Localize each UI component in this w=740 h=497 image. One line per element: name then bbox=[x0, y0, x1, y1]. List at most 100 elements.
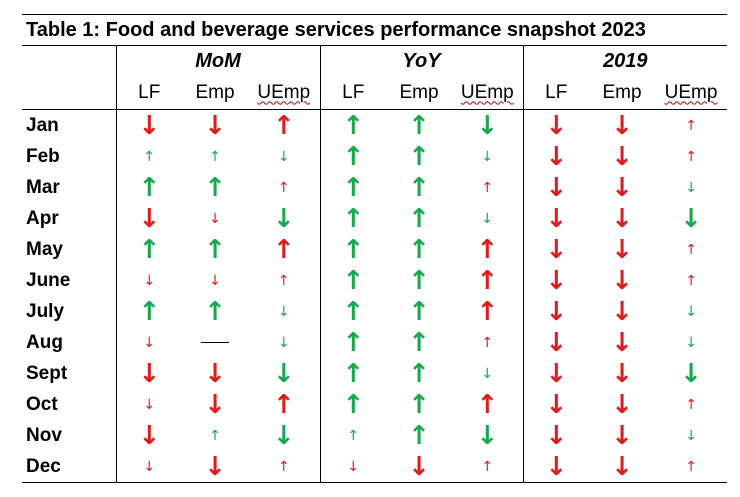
arrow-up-icon: ↑ bbox=[408, 389, 430, 420]
arrow-down-icon: ↓ bbox=[685, 303, 697, 320]
indicator-cell-lf: ↓ bbox=[522, 234, 589, 265]
indicator-cell-lf: ↓ bbox=[115, 451, 182, 483]
indicator-cell-uemp: ↓ bbox=[452, 141, 523, 172]
indicator-cell-emp: ↓ bbox=[589, 141, 655, 172]
indicator-cell-lf: ↓ bbox=[522, 420, 589, 451]
arrow-up-icon: ↑ bbox=[476, 234, 499, 265]
indicator-cell-lf: ↓ bbox=[115, 358, 182, 389]
indicator-cell-uemp: ↓ bbox=[452, 358, 523, 389]
arrow-down-icon: ↓ bbox=[611, 172, 633, 203]
arrow-up-icon: ↑ bbox=[272, 234, 295, 265]
indicator-cell-lf: ↑ bbox=[115, 141, 182, 172]
arrow-down-icon: ↓ bbox=[611, 234, 633, 265]
arrow-up-icon: ↑ bbox=[277, 458, 290, 475]
arrow-up-icon: ↑ bbox=[481, 179, 494, 196]
month-label: Nov bbox=[26, 424, 62, 446]
arrow-up-icon: ↑ bbox=[342, 234, 365, 265]
indicator-cell-lf: ↓ bbox=[522, 358, 589, 389]
arrow-down-icon: ↓ bbox=[680, 358, 702, 389]
indicator-cell-emp: ↑ bbox=[386, 358, 452, 389]
indicator-cell-uemp: ↑ bbox=[655, 110, 727, 142]
indicator-cell-emp: ↑ bbox=[386, 141, 452, 172]
arrow-up-icon: ↑ bbox=[204, 172, 226, 203]
indicator-cell-emp: ↓ bbox=[589, 296, 655, 327]
arrow-up-icon: ↑ bbox=[272, 110, 295, 141]
indicator-cell-lf: ↑ bbox=[319, 234, 386, 265]
arrow-down-icon: ↓ bbox=[347, 458, 360, 475]
indicator-cell-lf: ↑ bbox=[115, 296, 182, 327]
arrow-down-icon: ↓ bbox=[545, 203, 568, 234]
performance-table-container: Table 1: Food and beverage services perf… bbox=[22, 14, 728, 483]
arrow-up-icon: ↑ bbox=[204, 234, 226, 265]
arrow-down-icon: ↓ bbox=[611, 141, 633, 172]
arrow-down-icon: ↓ bbox=[277, 303, 290, 320]
month-label: June bbox=[26, 269, 71, 291]
indicator-cell-uemp: ↑ bbox=[655, 234, 727, 265]
arrow-down-icon: ↓ bbox=[611, 389, 633, 420]
indicator-cell-emp: ↓ bbox=[589, 265, 655, 296]
arrow-up-icon: ↑ bbox=[685, 396, 697, 413]
arrow-down-icon: ↓ bbox=[204, 451, 226, 482]
arrow-up-icon: ↑ bbox=[342, 358, 365, 389]
arrow-up-icon: ↑ bbox=[408, 265, 430, 296]
arrow-up-icon: ↑ bbox=[347, 427, 360, 444]
indicator-cell-uemp: ↓ bbox=[655, 420, 727, 451]
arrow-down-icon: ↓ bbox=[204, 358, 226, 389]
group-header-row: MoM YoY 2019 bbox=[22, 45, 728, 76]
indicator-cell-uemp: ↑ bbox=[248, 389, 320, 420]
table-row: Dec ↓ ↓ ↑ ↓ ↓ ↑ ↓ ↓ ↑ bbox=[22, 451, 728, 483]
arrow-up-icon: ↑ bbox=[272, 389, 295, 420]
arrow-up-icon: ↑ bbox=[685, 148, 697, 165]
indicator-cell-uemp: ↑ bbox=[452, 172, 523, 203]
arrow-down-icon: ↓ bbox=[685, 427, 697, 444]
arrow-up-icon: ↑ bbox=[342, 327, 365, 358]
month-label: Dec bbox=[22, 451, 116, 483]
sub-header-emp: Emp bbox=[182, 76, 248, 110]
arrow-up-icon: ↑ bbox=[277, 179, 290, 196]
table-row: June ↓ ↓ ↑ ↑ ↑ ↑ ↓ ↓ ↑ bbox=[22, 265, 727, 296]
sub-header-lf: LF bbox=[115, 76, 182, 110]
arrow-down-icon: ↓ bbox=[611, 296, 633, 327]
arrow-down-icon: ↓ bbox=[611, 203, 633, 234]
table-title: Table 1: Food and beverage services perf… bbox=[22, 14, 728, 46]
arrow-down-icon: ↓ bbox=[611, 265, 633, 296]
arrow-down-icon: ↓ bbox=[277, 148, 290, 165]
indicator-cell-uemp: ↑ bbox=[452, 234, 523, 265]
indicator-cell-uemp: ↑ bbox=[248, 110, 320, 142]
indicator-cell-uemp: ↓ bbox=[452, 110, 523, 142]
arrow-down-icon: ↓ bbox=[209, 272, 221, 289]
arrow-up-icon: ↑ bbox=[476, 265, 499, 296]
indicator-cell-lf: ↓ bbox=[522, 296, 589, 327]
indicator-cell-uemp: ↑ bbox=[452, 265, 523, 296]
indicator-cell-uemp: ↓ bbox=[248, 420, 320, 451]
arrow-down-icon: ↓ bbox=[545, 110, 568, 141]
indicator-cell-emp: ↓ bbox=[182, 389, 248, 420]
arrow-down-icon: ↓ bbox=[545, 234, 568, 265]
arrow-down-icon: ↓ bbox=[545, 265, 568, 296]
indicator-cell-emp: ↑ bbox=[386, 389, 452, 420]
arrow-down-icon: ↓ bbox=[408, 451, 430, 482]
indicator-cell-lf: ↑ bbox=[319, 203, 386, 234]
arrow-up-icon: ↑ bbox=[408, 234, 430, 265]
indicator-cell-emp: ↓ bbox=[589, 110, 655, 142]
no-change-dash-icon bbox=[201, 341, 229, 343]
indicator-cell-lf: ↓ bbox=[522, 451, 589, 483]
arrow-up-icon: ↑ bbox=[408, 296, 430, 327]
indicator-cell-lf: ↓ bbox=[115, 265, 182, 296]
indicator-cell-lf: ↓ bbox=[522, 172, 589, 203]
arrow-up-icon: ↑ bbox=[342, 110, 365, 141]
table-row: Jan ↓ ↓ ↑ ↑ ↑ ↓ ↓ ↓ ↑ bbox=[22, 109, 727, 142]
indicator-cell-lf: ↓ bbox=[115, 420, 182, 451]
arrow-down-icon: ↓ bbox=[545, 451, 568, 482]
indicator-cell-uemp: ↓ bbox=[655, 296, 727, 327]
indicator-cell-emp: ↓ bbox=[589, 172, 655, 203]
indicator-cell-lf: ↓ bbox=[115, 203, 182, 234]
arrow-down-icon: ↓ bbox=[545, 327, 568, 358]
indicator-cell-emp: ↓ bbox=[386, 451, 452, 483]
arrow-down-icon: ↓ bbox=[545, 172, 568, 203]
arrow-up-icon: ↑ bbox=[685, 272, 697, 289]
table-row: Oct ↓ ↓ ↑ ↑ ↑ ↑ ↓ ↓ ↑ bbox=[22, 389, 727, 420]
table-row: May ↑ ↑ ↑ ↑ ↑ ↑ ↓ ↓ ↑ bbox=[22, 234, 727, 265]
arrow-up-icon: ↑ bbox=[342, 389, 365, 420]
table-row: Feb ↑ ↑ ↓ ↑ ↑ ↓ ↓ ↓ ↑ bbox=[22, 141, 727, 172]
